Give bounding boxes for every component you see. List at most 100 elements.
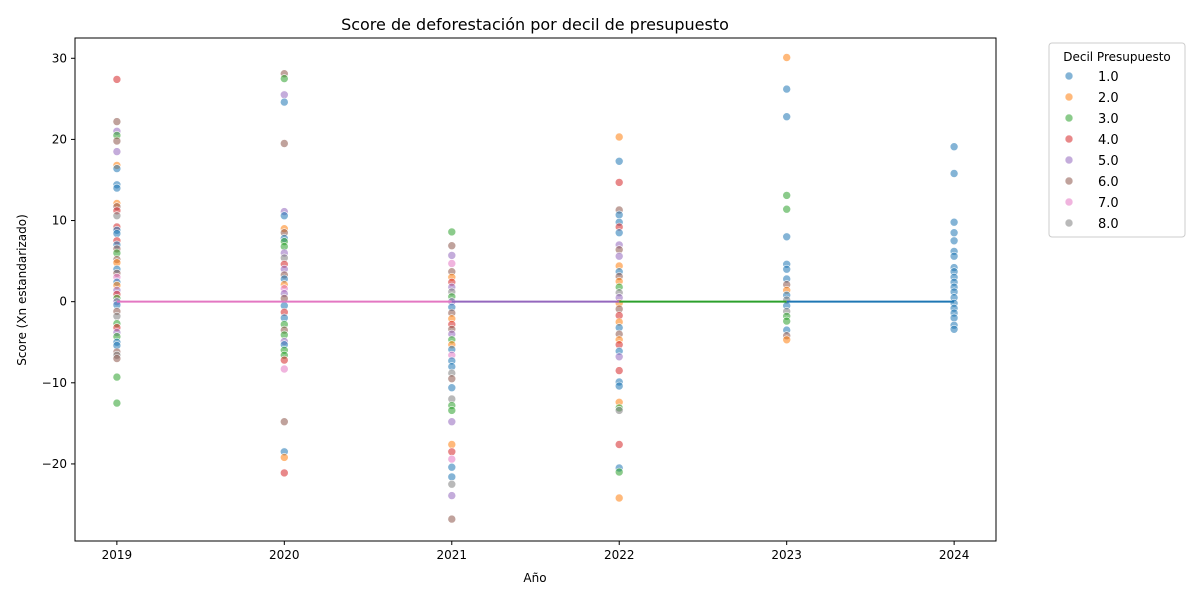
data-point xyxy=(782,316,792,326)
data-point xyxy=(614,493,624,503)
data-point xyxy=(782,232,792,242)
y-tick-label: 30 xyxy=(52,51,67,65)
data-point xyxy=(112,117,122,126)
data-point xyxy=(949,169,959,178)
data-point xyxy=(614,467,624,477)
legend-marker xyxy=(1064,176,1074,186)
legend-marker xyxy=(1064,155,1074,165)
legend-title: Decil Presupuesto xyxy=(1063,50,1171,64)
legend-label: 8.0 xyxy=(1098,217,1119,232)
data-point xyxy=(279,468,289,478)
x-axis: 2019 2020 2021 2022 2023 2024 xyxy=(102,541,970,562)
data-point xyxy=(949,251,959,261)
data-point xyxy=(112,164,122,173)
data-point xyxy=(782,191,792,200)
x-tick-label: 2022 xyxy=(604,548,635,562)
y-axis: 30 20 10 0 −10 −20 xyxy=(42,51,75,471)
data-point xyxy=(447,514,457,524)
y-tick-label: 20 xyxy=(52,132,67,146)
x-tick-label: 2023 xyxy=(771,548,802,562)
legend-marker xyxy=(1064,92,1074,102)
plot-area xyxy=(112,53,959,524)
x-tick-label: 2024 xyxy=(939,548,970,562)
data-point xyxy=(614,381,624,391)
data-point xyxy=(447,227,457,237)
data-point xyxy=(447,251,457,260)
legend-label: 5.0 xyxy=(1098,154,1119,169)
axes-frame xyxy=(74,37,997,542)
data-point xyxy=(782,53,792,62)
data-point xyxy=(112,183,122,193)
data-point xyxy=(447,417,457,427)
data-point xyxy=(447,374,457,384)
data-point xyxy=(614,228,624,237)
data-point xyxy=(782,84,792,94)
legend-marker xyxy=(1064,113,1074,123)
data-point xyxy=(614,366,624,375)
data-point xyxy=(112,136,122,146)
y-axis-label: Score (Xn estandarizado) xyxy=(15,214,29,366)
x-axis-label: Año xyxy=(523,571,546,585)
data-point xyxy=(949,313,959,323)
data-point xyxy=(279,74,289,83)
data-point xyxy=(614,157,624,166)
data-point xyxy=(279,97,289,107)
data-point xyxy=(279,211,289,220)
data-point xyxy=(112,211,122,220)
data-point xyxy=(112,372,122,382)
legend-label: 3.0 xyxy=(1098,112,1119,127)
data-point xyxy=(949,324,959,334)
data-point xyxy=(447,491,457,500)
data-point xyxy=(447,259,457,268)
data-point xyxy=(782,204,792,214)
y-tick-label: 10 xyxy=(52,214,67,228)
legend-marker xyxy=(1064,197,1074,207)
data-point xyxy=(614,251,624,261)
data-point xyxy=(949,217,959,227)
data-point xyxy=(614,406,624,415)
data-point xyxy=(279,139,289,148)
data-point xyxy=(447,479,457,489)
legend-frame xyxy=(1048,42,1186,238)
data-point xyxy=(949,236,959,246)
data-point xyxy=(112,229,122,238)
legend-marker xyxy=(1064,71,1074,81)
x-tick-label: 2021 xyxy=(436,548,467,562)
data-point xyxy=(447,440,457,449)
data-point xyxy=(949,142,959,151)
data-point xyxy=(447,406,457,415)
data-point xyxy=(112,311,122,321)
data-point xyxy=(279,417,289,427)
data-point xyxy=(949,228,959,237)
data-point xyxy=(279,355,289,365)
x-tick-label: 2020 xyxy=(269,548,300,562)
legend: Decil Presupuesto 1.0 2.0 3.0 4.0 5.0 6.0 7.0 8… xyxy=(1048,42,1186,238)
data-point xyxy=(447,472,457,482)
data-point xyxy=(782,335,792,345)
data-point xyxy=(614,132,624,142)
y-tick-label: −20 xyxy=(42,457,67,471)
chart-title: Score de deforestación por decil de pres… xyxy=(341,15,729,34)
legend-marker xyxy=(1064,134,1074,144)
y-tick-label: −10 xyxy=(42,376,67,390)
data-point xyxy=(112,398,122,408)
data-point xyxy=(614,178,624,187)
data-point xyxy=(112,354,122,363)
legend-label: 7.0 xyxy=(1098,196,1119,211)
data-point xyxy=(279,453,289,462)
data-point xyxy=(614,210,624,220)
legend-label: 4.0 xyxy=(1098,133,1119,148)
legend-label: 1.0 xyxy=(1098,70,1119,85)
data-point xyxy=(279,364,289,374)
data-point xyxy=(447,447,457,457)
legend-label: 2.0 xyxy=(1098,91,1119,106)
legend-marker xyxy=(1064,218,1074,228)
data-point xyxy=(279,90,289,100)
data-point xyxy=(447,241,457,250)
data-point xyxy=(112,75,122,84)
data-point xyxy=(447,454,457,464)
data-point xyxy=(112,147,122,156)
legend-label: 6.0 xyxy=(1098,175,1119,190)
